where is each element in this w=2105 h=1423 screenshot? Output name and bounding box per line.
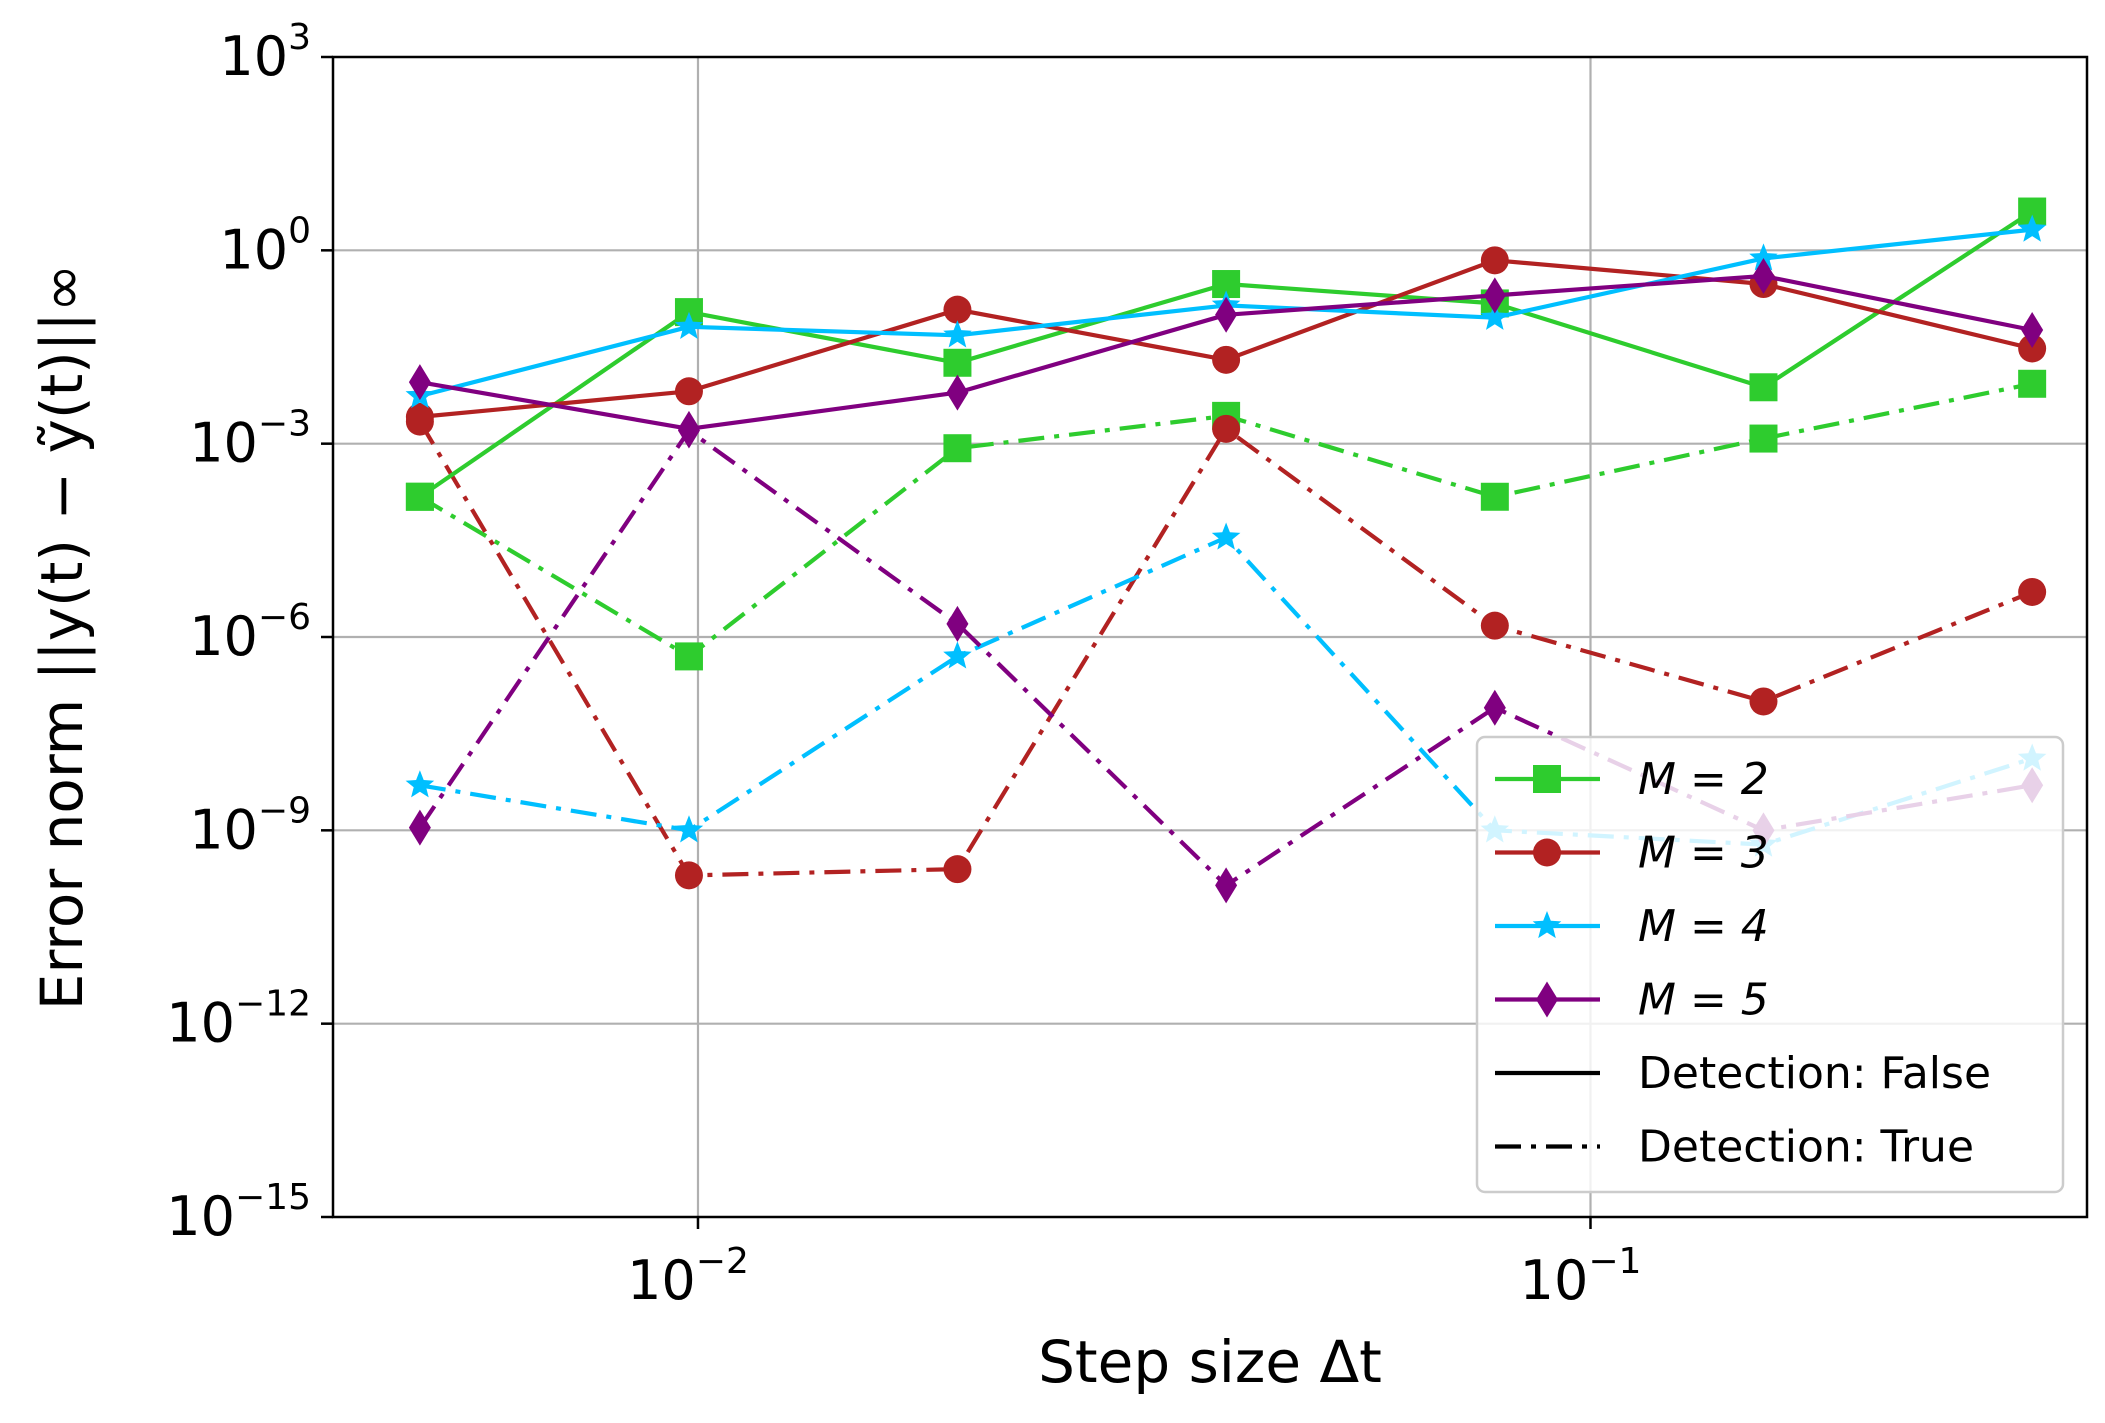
data-point [2017, 214, 2047, 242]
y-tick-label: 103 [219, 17, 311, 88]
data-point [946, 605, 969, 642]
data-point [943, 855, 972, 884]
data-point [946, 374, 969, 411]
legend-entry: M = 3 [1495, 828, 1769, 879]
legend-marker [1532, 911, 1562, 939]
data-point [1483, 689, 1506, 726]
data-point [1212, 414, 1241, 443]
data-point [674, 311, 704, 339]
y-tick-label: 100 [219, 210, 311, 281]
data-point [674, 815, 704, 843]
y-tick-label: 10−3 [189, 404, 311, 475]
data-point [405, 770, 435, 798]
y-tick-label: 10−15 [166, 1177, 311, 1248]
legend-marker [1533, 838, 1561, 867]
legend-entry: M = 2 [1495, 754, 1769, 805]
data-point [408, 364, 431, 401]
data-point [943, 320, 972, 348]
y-tick-label: 10−6 [189, 597, 311, 668]
legend-label: M = 4 [1638, 901, 1769, 952]
data-point [1749, 424, 1778, 453]
data-point [674, 377, 703, 406]
data-point [2018, 577, 2047, 606]
data-point [2018, 369, 2047, 398]
data-point [1480, 611, 1509, 640]
ticks: 103 100 10−3 10−6 10−9 10−12 10−15 10−2 10−1 [166, 17, 1641, 1312]
data-point [2021, 312, 2044, 349]
data-point [943, 434, 972, 463]
y-axis-label: Error norm ||y(t) − ỹ(t)||∞ [28, 264, 96, 1010]
data-point [1480, 302, 1510, 330]
data-point [1215, 296, 1238, 333]
x-tick-label: 10−1 [1520, 1241, 1642, 1312]
legend-entry: Detection: True [1495, 1122, 1974, 1173]
data-point [1480, 482, 1509, 511]
legend-label: Detection: True [1638, 1122, 1974, 1173]
legend-label: Detection: False [1638, 1048, 1991, 1099]
grid [333, 57, 2087, 1217]
data-point [677, 410, 700, 447]
data-point [1480, 246, 1509, 275]
legend-marker [1536, 981, 1558, 1018]
data-point [943, 348, 972, 377]
legend-label: M = 5 [1638, 975, 1769, 1026]
legend-entry: M = 5 [1495, 975, 1769, 1026]
data-point [1752, 257, 1775, 294]
data-point [1215, 867, 1238, 904]
y-tick-label: 10−9 [189, 790, 311, 861]
data-point [1483, 277, 1506, 314]
legend-label: M = 3 [1638, 828, 1769, 879]
legend-box [1475, 735, 2065, 1194]
data-point [408, 809, 431, 846]
y-tick-label: 10−12 [166, 984, 311, 1055]
x-tick-label: 10−2 [627, 1241, 749, 1312]
data-point [674, 861, 703, 890]
legend: M = 2 M = 3 M = 4 M = 5 Detection: False Dete… [1475, 735, 2065, 1194]
data-point [1211, 522, 1241, 550]
series-m=5-detection-false [408, 257, 2044, 447]
x-axis-label: Step size Δt [1038, 1328, 1382, 1396]
data-point [943, 295, 972, 324]
legend-marker [1533, 765, 1561, 793]
data-point [674, 642, 703, 671]
data-point [943, 641, 972, 669]
data-point [1212, 345, 1241, 374]
legend-label: M = 2 [1638, 754, 1769, 805]
legend-entry: M = 4 [1495, 901, 1769, 952]
series-layer [405, 197, 2047, 904]
data-point [2018, 334, 2047, 363]
data-point [1749, 243, 1778, 271]
data-point [1749, 687, 1778, 716]
data-point [405, 482, 434, 511]
data-point [1749, 373, 1778, 402]
legend-entry: Detection: False [1495, 1048, 1991, 1099]
data-point [405, 402, 434, 431]
